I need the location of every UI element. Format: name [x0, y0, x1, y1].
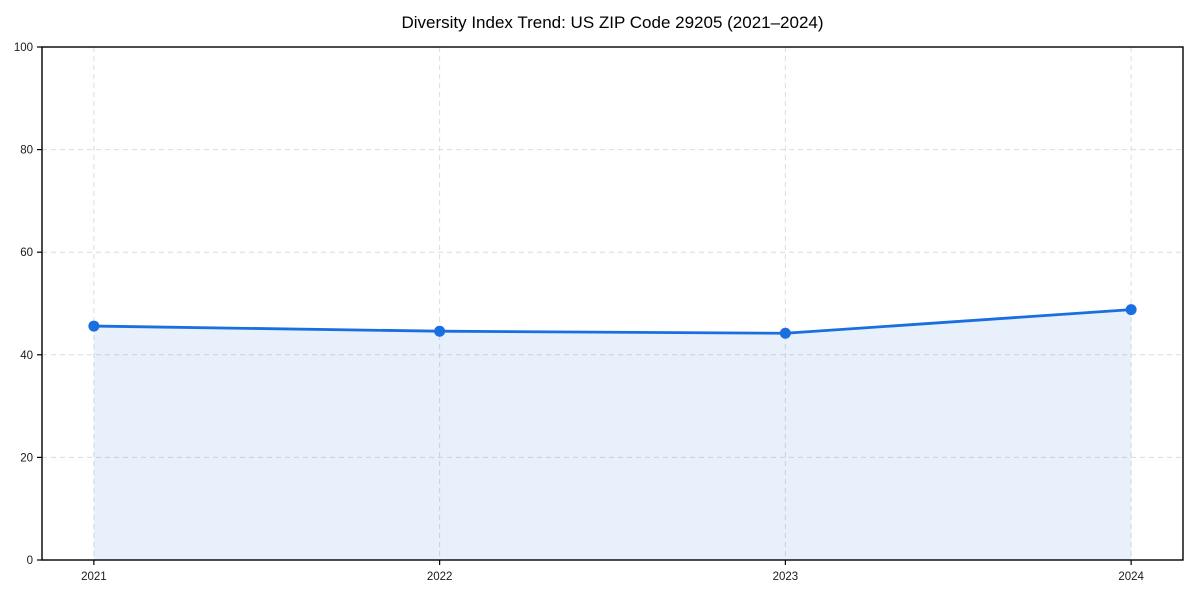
chart-title: Diversity Index Trend: US ZIP Code 29205… — [401, 13, 824, 32]
y-tick-label: 80 — [20, 145, 33, 157]
grid-layer — [42, 47, 1183, 560]
x-tick-label: 2022 — [427, 571, 453, 583]
data-point-marker — [434, 325, 446, 337]
x-tick-label: 2024 — [1118, 571, 1144, 583]
trend-line — [92, 308, 1133, 335]
data-point-marker — [779, 327, 791, 339]
y-tick-label: 0 — [27, 555, 33, 567]
y-tick-label: 40 — [20, 350, 33, 362]
axes-layer — [37, 46, 1184, 565]
x-tick-label: 2021 — [81, 571, 107, 583]
y-tick-label: 60 — [20, 247, 33, 259]
x-tick-label: 2023 — [773, 571, 799, 583]
area-fill — [93, 309, 1132, 560]
plot-border — [41, 46, 1184, 561]
y-tick-label: 20 — [20, 452, 33, 464]
y-tick-label: 100 — [14, 42, 33, 54]
data-point-marker — [1125, 304, 1137, 316]
data-point-marker — [88, 320, 100, 332]
series-layer — [88, 304, 1137, 560]
tick-label-layer: 0 20 40 60 80 100 2021 2022 2023 2024 — [14, 42, 1145, 583]
